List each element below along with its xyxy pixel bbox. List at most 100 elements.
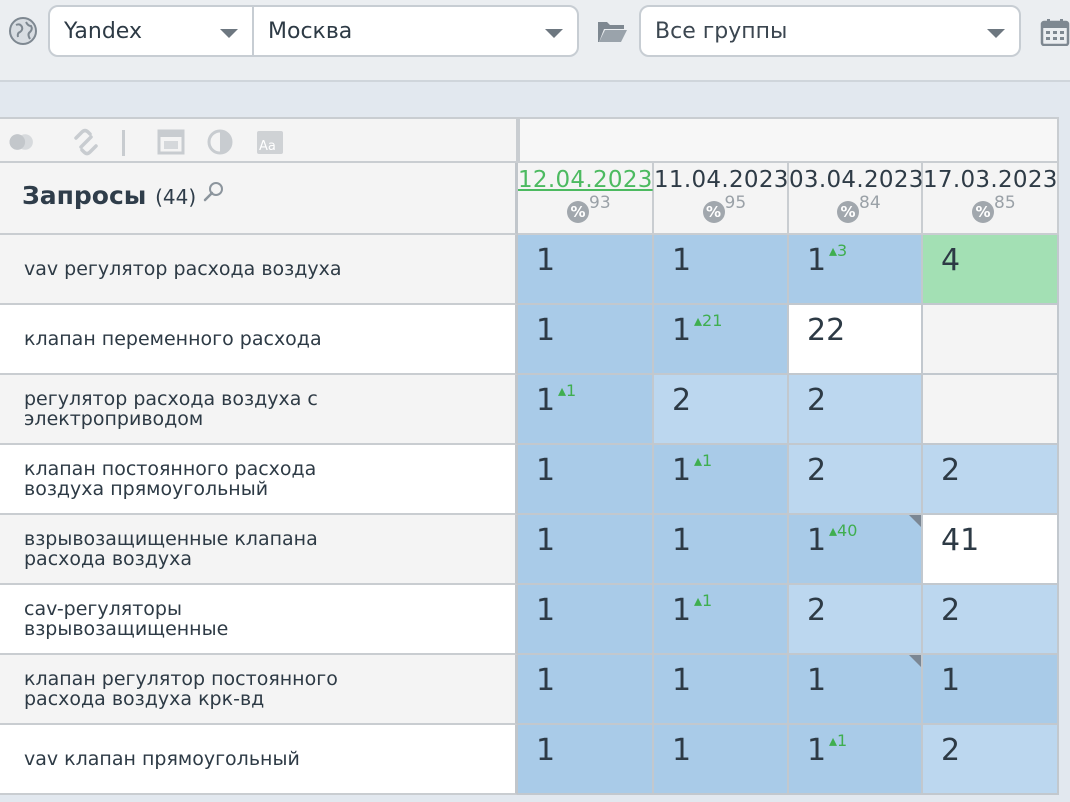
position-cell[interactable]: 2: [923, 445, 1059, 515]
group-value: Все группы: [655, 19, 788, 44]
position-cell[interactable]: 41: [923, 515, 1059, 585]
position-value: 1: [672, 733, 692, 768]
position-cell[interactable]: 1: [518, 585, 654, 655]
date-label[interactable]: 17.03.2023: [923, 167, 1058, 193]
date-label[interactable]: 03.04.2023: [789, 167, 924, 193]
position-cell[interactable]: 1 ▴1: [789, 725, 923, 795]
position-value: 1: [672, 523, 692, 558]
position-value: 1: [672, 593, 692, 628]
query-cell[interactable]: клапан регулятор постоянного расхода воз…: [0, 655, 518, 725]
query-cell[interactable]: клапан постоянного расхода воздуха прямо…: [0, 445, 518, 515]
table-row: регулятор расхода воздуха с электроприво…: [0, 375, 1060, 445]
position-cell[interactable]: 1 ▴1: [518, 375, 654, 445]
position-cell[interactable]: 1: [518, 515, 654, 585]
position-cell[interactable]: 1: [789, 655, 923, 725]
window-icon[interactable]: [157, 128, 185, 156]
folder-icon[interactable]: [596, 18, 628, 44]
position-value: 1: [941, 663, 961, 698]
contrast-icon[interactable]: [206, 128, 234, 156]
position-change: ▴21: [694, 311, 723, 330]
position-cell[interactable]: 2: [923, 585, 1059, 655]
query-cell[interactable]: регулятор расхода воздуха с электроприво…: [0, 375, 518, 445]
grid-toolbar: Aa: [0, 117, 518, 163]
toggle-icon[interactable]: [8, 128, 36, 156]
position-cell[interactable]: 1 ▴21: [654, 305, 789, 375]
position-value: 1: [536, 663, 556, 698]
position-cell[interactable]: 1: [518, 725, 654, 795]
query-text: регулятор расхода воздуха с электроприво…: [24, 388, 318, 430]
group-select[interactable]: Все группы: [639, 5, 1021, 57]
position-cell[interactable]: 1: [518, 445, 654, 515]
position-value: 2: [941, 453, 961, 488]
query-text: клапан постоянного расхода воздуха прямо…: [24, 458, 317, 500]
position-value: 2: [672, 383, 692, 418]
date-column-header[interactable]: 17.03.2023% 85: [923, 163, 1059, 235]
position-change: ▴1: [829, 731, 848, 750]
percent-value: 85: [994, 193, 1016, 213]
position-value: 1: [536, 593, 556, 628]
dates-toolbar: [518, 117, 1059, 163]
position-value: 1: [536, 383, 556, 418]
table-row: взрывозащищенные клапана расхода воздуха…: [0, 515, 1060, 585]
query-cell[interactable]: vav регулятор расхода воздуха: [0, 235, 518, 305]
query-cell[interactable]: взрывозащищенные клапана расхода воздуха: [0, 515, 518, 585]
position-value: 1: [807, 243, 827, 278]
visibility-percent: % 95: [654, 193, 787, 223]
query-cell[interactable]: vav клапан прямоугольный: [0, 725, 518, 795]
position-cell[interactable]: [923, 305, 1059, 375]
position-value: 1: [672, 313, 692, 348]
top-toolbar: Yandex Москва Все группы: [0, 0, 1070, 82]
search-engine-value: Yandex: [64, 19, 142, 44]
position-cell[interactable]: 1 ▴1: [654, 585, 789, 655]
position-cell[interactable]: [923, 375, 1059, 445]
position-cell[interactable]: 1 ▴40: [789, 515, 923, 585]
position-cell[interactable]: 1: [923, 655, 1059, 725]
position-cell[interactable]: 2: [654, 375, 789, 445]
search-engine-select[interactable]: Yandex: [48, 5, 254, 57]
position-value: 22: [807, 313, 846, 348]
position-cell[interactable]: 2: [923, 725, 1059, 795]
globe-icon[interactable]: [8, 16, 38, 46]
position-cell[interactable]: 1: [654, 725, 789, 795]
position-cell[interactable]: 22: [789, 305, 923, 375]
position-cell[interactable]: 2: [789, 585, 923, 655]
date-column-header[interactable]: 11.04.2023% 95: [654, 163, 789, 235]
queries-title: Запросы (44): [22, 181, 196, 210]
query-text: cav-регуляторы взрывозащищенные: [24, 598, 229, 640]
date-label[interactable]: 11.04.2023: [654, 167, 789, 193]
position-cell[interactable]: 4: [923, 235, 1059, 305]
position-value: 1: [672, 243, 692, 278]
queries-header: Запросы (44): [0, 163, 518, 235]
position-value: 1: [536, 733, 556, 768]
calendar-icon[interactable]: [1040, 18, 1070, 46]
date-column-header[interactable]: 12.04.2023% 93: [518, 163, 654, 235]
search-icon[interactable]: [203, 181, 225, 203]
position-change: ▴3: [829, 241, 848, 260]
region-select[interactable]: Москва: [252, 5, 579, 57]
position-value: 1: [807, 663, 827, 698]
position-cell[interactable]: 2: [789, 445, 923, 515]
link-icon[interactable]: [72, 128, 100, 156]
position-value: 2: [941, 733, 961, 768]
position-cell[interactable]: 1: [518, 305, 654, 375]
position-cell[interactable]: 1: [518, 235, 654, 305]
position-value: 1: [672, 663, 692, 698]
query-cell[interactable]: клапан переменного расхода: [0, 305, 518, 375]
position-cell[interactable]: 1 ▴3: [789, 235, 923, 305]
query-text: клапан переменного расхода: [24, 328, 322, 350]
percent-value: 84: [859, 193, 881, 213]
date-label[interactable]: 12.04.2023: [518, 167, 653, 193]
date-column-header[interactable]: 03.04.2023% 84: [789, 163, 923, 235]
position-cell[interactable]: 1: [654, 235, 789, 305]
position-cell[interactable]: 1: [518, 655, 654, 725]
position-value: 2: [807, 383, 827, 418]
font-icon[interactable]: Aa: [256, 128, 284, 156]
position-cell[interactable]: 2: [789, 375, 923, 445]
table-row: клапан переменного расхода 1 1 ▴21 22: [0, 305, 1060, 375]
query-cell[interactable]: cav-регуляторы взрывозащищенные: [0, 585, 518, 655]
position-cell[interactable]: 1: [654, 655, 789, 725]
position-value: 1: [536, 523, 556, 558]
position-cell[interactable]: 1: [654, 515, 789, 585]
position-cell[interactable]: 1 ▴1: [654, 445, 789, 515]
table-row: vav регулятор расхода воздуха 1 1 1 ▴3 4: [0, 235, 1060, 305]
